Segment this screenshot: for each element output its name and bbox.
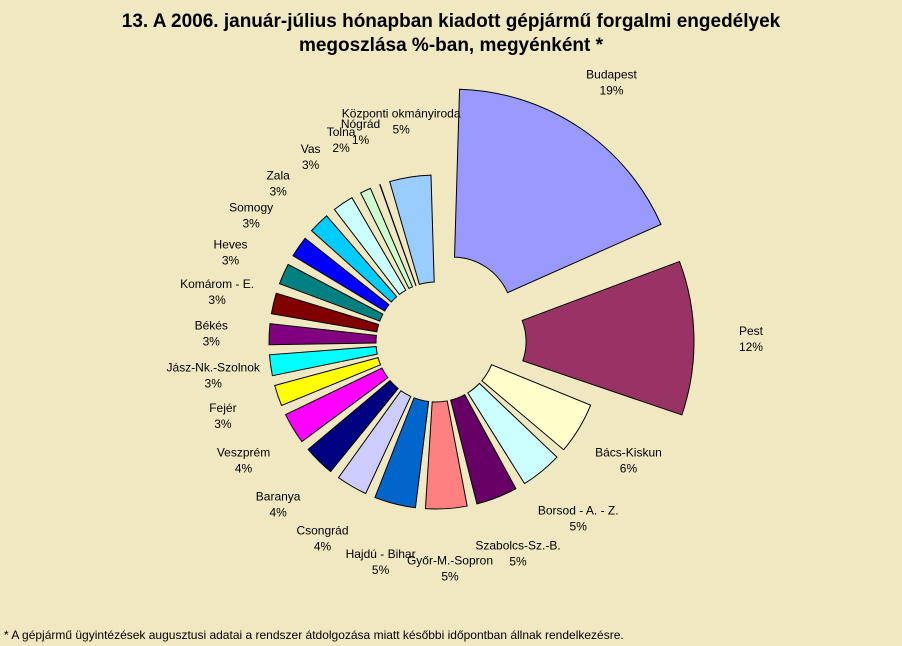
pie-slice-9 [284, 367, 389, 443]
slice-value-label-12: 3% [203, 335, 221, 349]
pie-slice-5 [424, 400, 468, 510]
slice-value-label-9: 4% [235, 462, 253, 476]
pie-slice-20 [389, 174, 435, 285]
pie-slice-17 [333, 197, 407, 296]
pie-slice-4 [450, 394, 517, 505]
slice-value-label-20: 5% [392, 123, 410, 137]
pie-slice-1 [521, 260, 695, 416]
slice-label-20: Központi okmányiroda [342, 107, 461, 121]
pie-slice-13 [270, 292, 380, 333]
slice-value-label-13: 3% [208, 293, 226, 307]
pie-slice-18 [360, 187, 414, 290]
pie-slice-11 [268, 346, 378, 377]
footnote: * A gépjármű ügyintézések augusztusi ada… [4, 628, 624, 642]
pie-slice-3 [467, 382, 558, 485]
slice-label-9: Veszprém [217, 446, 270, 460]
slice-label-11: Jász-Nk.-Szolnok [167, 360, 261, 374]
slice-label-15: Somogy [229, 201, 273, 215]
slice-label-8: Baranya [256, 489, 301, 503]
slice-value-label-11: 3% [205, 376, 223, 390]
slice-label-14: Heves [214, 237, 248, 251]
slice-value-label-16: 3% [269, 185, 287, 199]
slice-value-label-2: 6% [620, 462, 638, 476]
slice-label-10: Fejér [209, 401, 236, 415]
slice-value-label-19: 1% [352, 133, 370, 147]
slice-label-12: Békés [195, 319, 228, 333]
pie-slice-2 [481, 364, 592, 451]
slice-value-label-4: 5% [509, 555, 527, 569]
pie-slice-14 [278, 263, 384, 322]
slice-label-6: Hajdú - Bihar [346, 547, 416, 561]
slice-value-label-17: 3% [302, 158, 320, 172]
slice-value-label-5: 5% [441, 570, 459, 584]
slice-value-label-8: 4% [269, 505, 287, 519]
slice-label-2: Bács-Kiskun [595, 446, 662, 460]
pie-slice-7 [337, 390, 412, 495]
slice-label-1: Pest [739, 324, 764, 338]
slice-value-label-18: 2% [332, 141, 350, 155]
slice-value-label-7: 4% [314, 539, 332, 553]
slice-label-4: Szabolcs-Sz.-B. [475, 539, 560, 553]
slice-label-16: Zala [266, 169, 290, 183]
slice-value-label-3: 5% [570, 519, 588, 533]
pie-slice-12 [268, 323, 377, 346]
slice-label-18: Tolna [327, 125, 356, 139]
slice-value-label-14: 3% [222, 253, 240, 267]
pie-slice-6 [374, 397, 430, 509]
slice-label-7: Csongrád [296, 523, 348, 537]
pie-slice-15 [292, 237, 390, 312]
slice-value-label-15: 3% [242, 217, 260, 231]
slice-label-5: Győr-M.-Sopron [407, 554, 493, 568]
pie-slice-19 [379, 183, 417, 287]
slice-label-13: Komárom - E. [180, 277, 254, 291]
pie-slice-0 [454, 88, 662, 294]
slice-label-0: Budapest [586, 67, 637, 81]
slice-label-19: Nógrád [341, 117, 380, 131]
slice-value-label-6: 5% [372, 563, 390, 577]
slice-value-label-0: 19% [599, 83, 623, 97]
pie-slice-8 [307, 379, 399, 473]
pie-slice-16 [310, 215, 398, 303]
slice-label-3: Borsod - A. - Z. [538, 503, 619, 517]
slice-value-label-10: 3% [214, 417, 232, 431]
pie-slice-10 [274, 357, 382, 407]
chart-title-line-1: 13. A 2006. január-július hónapban kiado… [121, 11, 781, 32]
slice-label-17: Vas [301, 142, 321, 156]
chart-title: 13. A 2006. január-július hónapban kiado… [0, 10, 902, 58]
slice-value-label-1: 12% [739, 340, 763, 354]
chart-title-line-2: megoszlása %-ban, megyénként * [298, 35, 604, 56]
